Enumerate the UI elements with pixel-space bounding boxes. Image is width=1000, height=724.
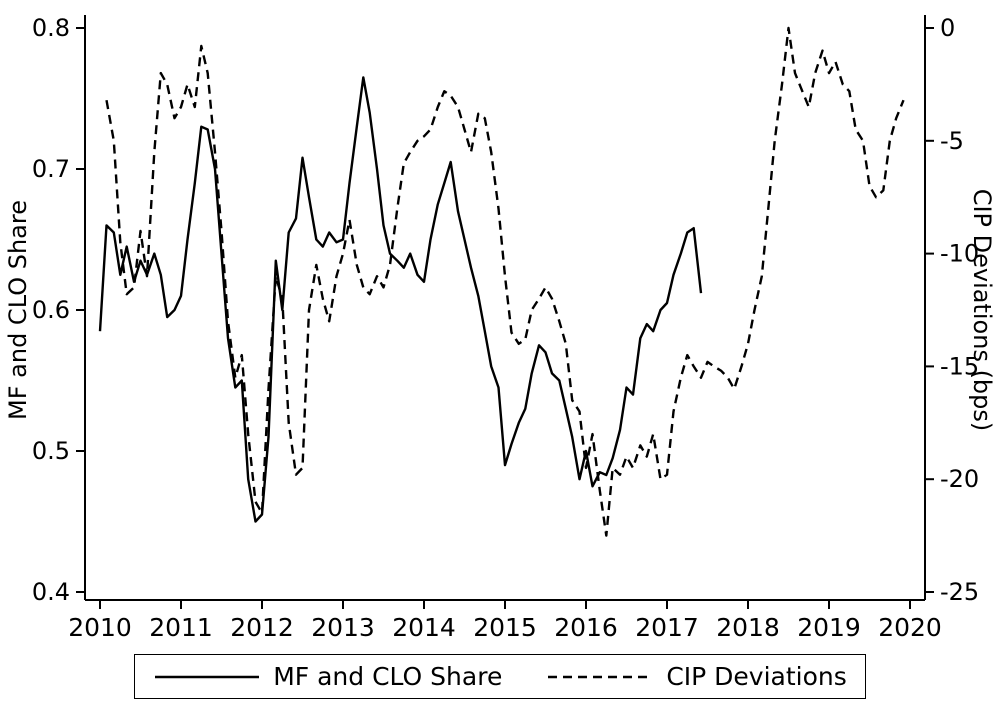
solid-line-sample [155, 675, 260, 678]
x-tick-label: 2012 [230, 613, 294, 642]
right-tick-label: -5 [940, 127, 964, 155]
legend-item-mf-clo-share: MF and CLO Share [153, 662, 502, 691]
legend-label-mf-clo-share: MF and CLO Share [273, 662, 503, 691]
x-tick-label: 2019 [797, 613, 861, 642]
x-tick-label: 2018 [716, 613, 780, 642]
right-tick-label: -20 [940, 465, 979, 493]
x-tick-label: 2011 [149, 613, 213, 642]
x-tick-label: 2014 [392, 613, 456, 642]
x-tick-label: 2010 [68, 613, 132, 642]
x-tick-label: 2020 [878, 613, 942, 642]
right-tick-label: -25 [940, 578, 979, 606]
legend-item-cip-deviations: CIP Deviations [546, 662, 847, 691]
dashed-line-sample [548, 675, 653, 678]
left-axis-title: MF and CLO Share [4, 200, 32, 420]
x-tick-label: 2016 [554, 613, 618, 642]
plot-area: 0.8 0.7 0.6 0.5 0.4 0 -5 -10 -15 -20 -25 2010 2011 20… [32, 14, 979, 642]
right-tick-label: -10 [940, 240, 979, 268]
right-axis-title: CIP Deviations (bps) [968, 189, 996, 432]
left-tick-label: 0.6 [32, 296, 70, 324]
right-tick-label: 0 [940, 14, 955, 42]
right-tick-label: -15 [940, 352, 979, 380]
x-tick-label: 2015 [473, 613, 537, 642]
legend-wrap: MF and CLO Share CIP Deviations [0, 654, 1000, 699]
left-tick-label: 0.5 [32, 437, 70, 465]
left-tick-label: 0.8 [32, 14, 70, 42]
legend-label-cip-deviations: CIP Deviations [666, 662, 847, 691]
x-tick-label: 2013 [311, 613, 375, 642]
chart-canvas: MF and CLO Share CIP Deviations (bps) 0.… [4, 14, 996, 642]
legend: MF and CLO Share CIP Deviations [134, 654, 866, 699]
series-line-solid [98, 76, 703, 523]
left-tick-label: 0.7 [32, 155, 70, 183]
left-tick-label: 0.4 [32, 578, 70, 606]
x-tick-label: 2017 [635, 613, 699, 642]
